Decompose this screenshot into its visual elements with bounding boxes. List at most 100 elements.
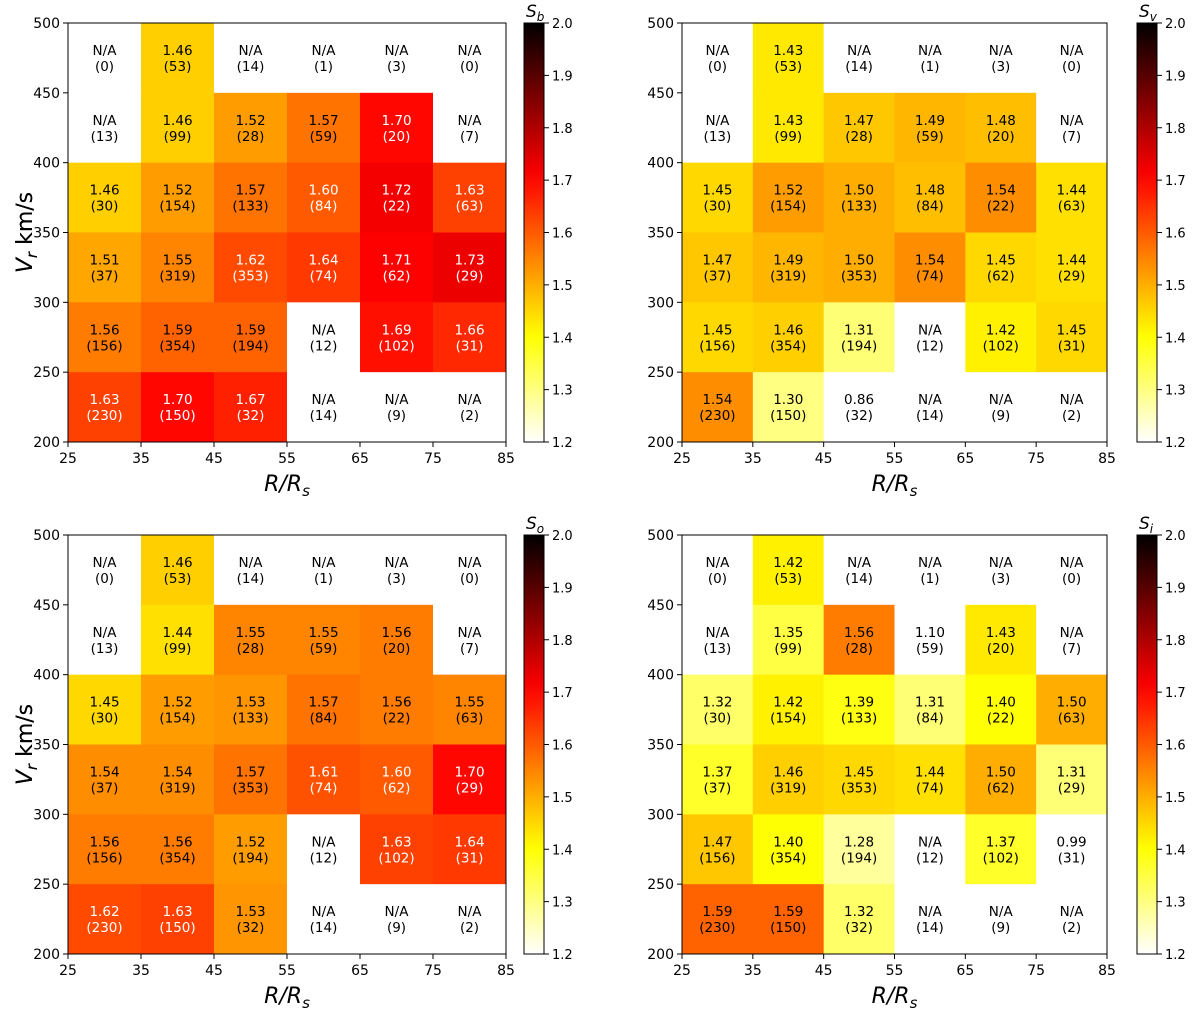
cell-value-label: N/A (93, 43, 118, 59)
heatmap-cell (1036, 604, 1108, 676)
heatmap-cell (433, 744, 507, 815)
y-tick-label: 400 (33, 668, 60, 684)
heatmap-cell (360, 232, 434, 303)
y-axis-label-sub: r (23, 763, 41, 770)
cell-count-label: (99) (774, 129, 802, 145)
heatmap-cell (1036, 372, 1108, 443)
heatmap-cell (894, 814, 966, 885)
cell-value-label: N/A (1060, 43, 1085, 59)
colorbar-title-sub: o (537, 522, 544, 536)
cell-value-label: 1.32 (844, 904, 874, 920)
colorbar-tick-label: 1.7 (552, 686, 573, 701)
cell-count-label: (1) (920, 59, 939, 75)
colorbar-tick-label: 1.5 (552, 791, 573, 806)
cell-value-label: 1.46 (162, 43, 192, 59)
colorbar-tick-label: 2.0 (1165, 529, 1186, 544)
cell-count-label: (156) (699, 338, 735, 354)
heatmap-cell (433, 232, 507, 303)
cell-value-label: 1.46 (89, 183, 119, 199)
heatmap-cell (214, 23, 288, 94)
cell-count-label: (3) (991, 571, 1010, 587)
heatmap-cell (433, 604, 507, 676)
y-tick-label: 400 (647, 156, 674, 172)
cell-value-label: 1.53 (235, 904, 265, 920)
heatmap-cell (1036, 814, 1108, 885)
heatmap-cell (141, 674, 215, 745)
cell-count-label: (53) (164, 59, 192, 75)
x-tick-label: 55 (278, 451, 296, 467)
cell-value-label: N/A (458, 555, 483, 571)
y-tick-label: 500 (647, 528, 674, 544)
y-tick-label: 300 (33, 295, 60, 311)
cell-value-label: N/A (918, 43, 943, 59)
cell-value-label: N/A (1060, 625, 1085, 641)
cell-value-label: 1.43 (773, 113, 803, 129)
heatmap-cell (965, 372, 1037, 443)
heatmap-cell (433, 92, 507, 164)
cell-count-label: (353) (232, 780, 268, 796)
colorbar (523, 534, 545, 955)
heatmap-cell (682, 162, 754, 233)
cell-count-label: (74) (310, 780, 338, 796)
cell-count-label: (230) (699, 408, 735, 424)
cell-count-label: (353) (232, 268, 268, 284)
cell-value-label: N/A (705, 555, 730, 571)
colorbar-tick-label: 1.9 (1165, 581, 1186, 596)
colorbar-tick-label: 1.2 (1165, 948, 1186, 963)
cell-value-label: N/A (458, 43, 483, 59)
cell-value-label: 1.44 (1057, 183, 1087, 199)
heatmap-cell (894, 884, 966, 955)
cell-value-label: N/A (1060, 392, 1085, 408)
heatmap-cell (752, 604, 825, 676)
heatmap-cell (68, 372, 142, 443)
heatmap-cell (68, 23, 142, 94)
cell-value-label: 1.52 (162, 183, 192, 199)
cell-value-label: 1.32 (702, 695, 732, 711)
heatmap-cell (214, 302, 288, 373)
cell-value-label: 1.59 (235, 322, 265, 338)
x-axis-label-sub: s (910, 482, 918, 500)
colorbar-title: Sb (526, 2, 545, 24)
heatmap-cell (1036, 884, 1108, 955)
cell-value-label: 1.59 (702, 904, 732, 920)
heatmap-cell (894, 162, 966, 233)
heatmap-cell (682, 23, 754, 94)
cell-value-label: N/A (312, 904, 337, 920)
cell-value-label: 1.60 (308, 183, 338, 199)
y-tick-label: 350 (647, 226, 674, 242)
cell-count-label: (74) (916, 780, 944, 796)
cell-count-label: (102) (378, 338, 414, 354)
cell-count-label: (84) (916, 199, 944, 215)
cell-value-label: 1.54 (915, 252, 945, 268)
colorbar-tick-label: 1.9 (552, 69, 573, 84)
heatmap-cell (823, 372, 895, 443)
cell-count-label: (99) (774, 641, 802, 657)
heatmap-cell (965, 814, 1037, 885)
x-tick-label: 35 (744, 451, 762, 467)
heatmap-panel-sb: N/A(0)1.46(53)N/A(14)N/A(1)N/A(3)N/A(0)N… (13, 2, 573, 500)
heatmap-cell (68, 604, 142, 676)
cell-value-label: 1.55 (162, 252, 192, 268)
heatmap-cell (214, 674, 288, 745)
cell-value-label: 1.50 (844, 183, 874, 199)
heatmap-cell (894, 372, 966, 443)
colorbar-title-main: S (1139, 2, 1150, 22)
cell-value-label: 1.56 (381, 625, 411, 641)
cell-count-label: (28) (237, 129, 265, 145)
cell-value-label: 1.52 (162, 695, 192, 711)
cell-count-label: (354) (159, 338, 195, 354)
colorbar-tick-label: 1.8 (1165, 634, 1186, 649)
cell-value-label: 1.46 (773, 764, 803, 780)
cell-count-label: (0) (460, 571, 479, 587)
heatmap-cell (1036, 232, 1108, 303)
cell-value-label: 1.49 (915, 113, 945, 129)
heatmap-cell (823, 744, 895, 815)
heatmap-cell (214, 232, 288, 303)
cell-value-label: 1.50 (844, 252, 874, 268)
x-tick-label: 65 (351, 963, 369, 979)
heatmap-cell (141, 23, 215, 94)
x-tick-label: 55 (886, 451, 904, 467)
x-axis-label-main: R/R (872, 984, 910, 1009)
y-tick-label: 200 (647, 435, 674, 451)
colorbar-tick-label: 1.7 (552, 174, 573, 189)
